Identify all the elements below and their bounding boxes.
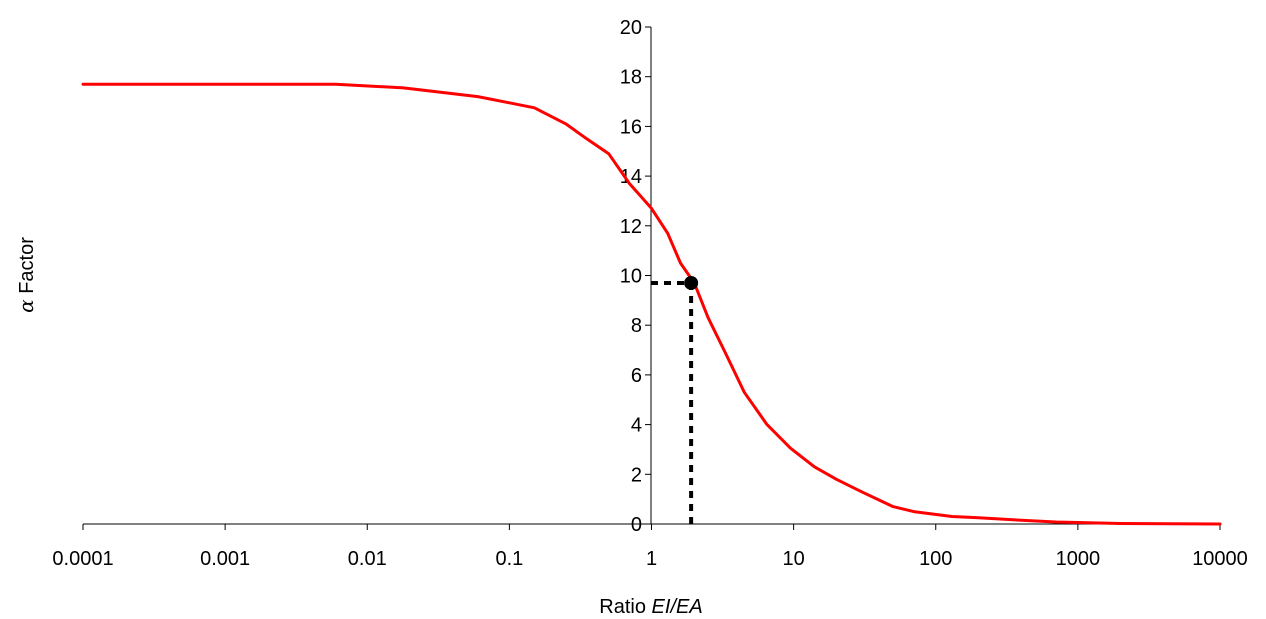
y-tick-label: 10 xyxy=(620,266,642,288)
y-tick-label: 12 xyxy=(620,216,642,238)
y-tick-label: 0 xyxy=(631,514,642,536)
x-axis-title-prefix: Ratio xyxy=(599,596,651,618)
x-tick-label: 0.1 xyxy=(495,548,523,570)
x-tick-label: 100 xyxy=(919,548,952,570)
x-tick-label: 0.0001 xyxy=(52,548,113,570)
x-tick-label: 10000 xyxy=(1192,548,1248,570)
x-tick-label: 0.01 xyxy=(348,548,387,570)
y-tick-label: 6 xyxy=(631,365,642,387)
y-tick-label: 16 xyxy=(620,116,642,138)
y-tick-label: 8 xyxy=(631,315,642,337)
x-tick-label: 0.001 xyxy=(200,548,250,570)
y-tick-label: 4 xyxy=(631,415,642,437)
y-axis-title-text: Factor xyxy=(16,237,38,300)
y-axis-title: α Factor xyxy=(14,237,38,313)
y-tick-label: 14 xyxy=(620,166,642,188)
y-tick-label: 2 xyxy=(631,464,642,486)
series-line xyxy=(81,82,1222,526)
y-axis-title-symbol: α xyxy=(14,299,38,313)
marker-point xyxy=(684,275,699,290)
y-tick-label: 18 xyxy=(620,67,642,89)
x-tick-label: 10 xyxy=(783,548,805,570)
series-group xyxy=(81,82,1222,526)
marker-group xyxy=(684,275,699,290)
y-tick-label: 20 xyxy=(620,17,642,39)
x-axis-title: Ratio EI/EA xyxy=(599,596,702,618)
reference-lines-group xyxy=(651,280,694,524)
x-axis-title-italic: EI/EA xyxy=(652,596,703,618)
x-tick-label: 1000 xyxy=(1056,548,1101,570)
x-tick-label: 1 xyxy=(646,548,657,570)
axes-group: 0.0001 0.001 0.01 0.1 1 10 100 1000 10000 0 2 4 6 8 10… xyxy=(52,17,1247,570)
